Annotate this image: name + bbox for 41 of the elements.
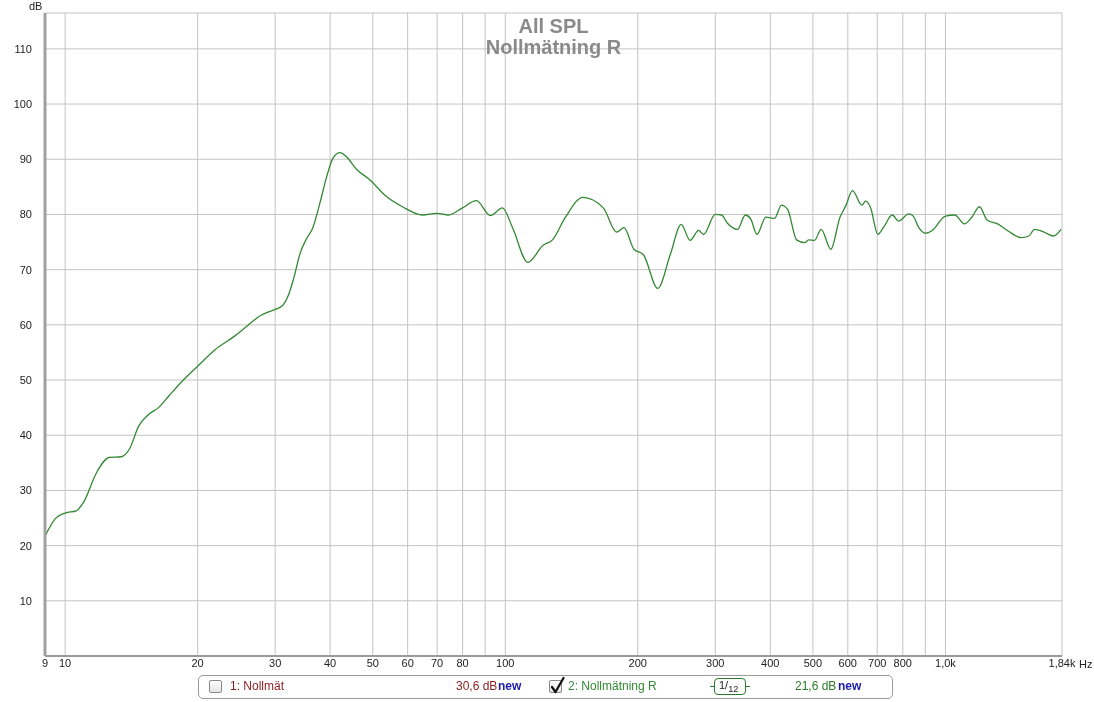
x-tick-label: 400 — [761, 657, 780, 669]
y-tick-label: 60 — [19, 318, 32, 331]
text: new — [498, 679, 522, 693]
text: 21,6 dB — [795, 679, 837, 693]
text: 1: Nollmät — [230, 679, 285, 693]
x-tick-label: 80 — [456, 657, 469, 669]
y-tick-label: 110 — [14, 42, 32, 55]
y-tick-label: 20 — [19, 539, 32, 552]
x-tick-label: 1,0k — [935, 657, 957, 669]
y-tick-label: 10 — [19, 594, 32, 607]
x-tick-label: 700 — [868, 657, 887, 669]
x-tick-label: 10 — [59, 657, 72, 669]
x-tick-label: 1,84k — [1048, 657, 1076, 669]
x-tick-label: 40 — [324, 657, 337, 669]
x-tick-label: 100 — [496, 657, 515, 669]
x-tick-label: 70 — [430, 657, 444, 669]
y-tick-label: 70 — [19, 263, 32, 276]
y-tick-label: 30 — [19, 484, 32, 497]
x-axis-title: Hz — [1079, 658, 1093, 670]
y-tick-label: 50 — [19, 374, 32, 387]
y-tick-label: 40 — [19, 429, 32, 442]
legend-label: 2: Nollmätning R — [568, 679, 657, 693]
text: 1/$_{12}$ — [719, 679, 739, 697]
y-tick-label: 100 — [13, 98, 32, 111]
x-tick-label: 500 — [803, 657, 823, 669]
x-tick-label: 200 — [628, 657, 647, 669]
x-tick-label: 600 — [838, 657, 857, 669]
x-tick-label: 60 — [401, 657, 414, 669]
text: new — [838, 679, 862, 693]
x-tick-label: 20 — [191, 657, 204, 669]
y-tick-label: 80 — [19, 208, 32, 221]
x-tick-label: 300 — [706, 657, 725, 669]
text: Nollmätning R — [485, 36, 622, 58]
y-tick-label: 90 — [19, 153, 32, 166]
x-tick-label: 50 — [366, 657, 379, 669]
x-tick-label: 800 — [893, 657, 912, 669]
text: 30,6 dB — [456, 679, 498, 693]
x-tick-label: 9 — [41, 657, 49, 669]
y-axis-title: dB — [29, 0, 43, 12]
chart-title: All SPL — [518, 15, 589, 37]
x-tick-label: 30 — [269, 657, 282, 669]
